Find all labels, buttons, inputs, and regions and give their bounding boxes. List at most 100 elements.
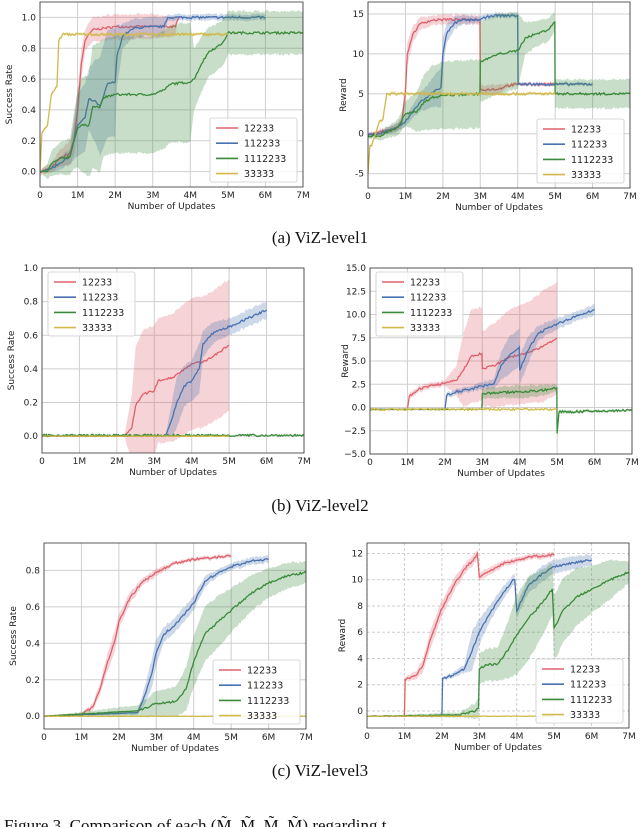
x-axis-label: Number of Updates [131, 744, 219, 754]
band-1112233 [44, 560, 306, 718]
y-tick-label: 5 [358, 90, 364, 100]
series-line-33333 [368, 91, 556, 174]
x-tick-label: 3M [473, 732, 487, 742]
x-tick-label: 1M [75, 733, 89, 743]
y-tick-label: 5.0 [352, 357, 367, 367]
y-tick-label: 7.5 [352, 334, 366, 344]
chart-b1: 0 1M 2M 3M 4M 5M 6M 7M 0.0 0.2 0.4 0.6 0.8 1.0 Number … [7, 264, 311, 478]
legend-label: 12233 [570, 665, 600, 676]
x-tick-label: 5M [224, 733, 238, 743]
band-12233 [367, 549, 555, 717]
band-12233 [370, 281, 558, 411]
x-tick-label: 5M [548, 192, 562, 202]
axes-frame [41, 267, 305, 454]
x-tick-label: 6M [259, 191, 273, 201]
x-tick-label: 3M [146, 191, 160, 201]
series-line-33333 [42, 435, 230, 438]
band-1112233 [368, 11, 630, 141]
x-tick-label: 7M [296, 191, 310, 201]
chart-a1: 0 1M 2M 3M 4M 5M 6M 7M 0.0 0.2 0.4 0.6 0.8 1.0 Number … [5, 1, 310, 212]
x-tick-label: 2M [438, 458, 452, 468]
series-line-112233 [368, 13, 593, 137]
legend-box [212, 659, 301, 725]
legend-label: 33333 [410, 323, 440, 334]
legend: 12233 112233 1112233 33333 [536, 118, 625, 184]
x-tick-label: 7M [623, 192, 637, 202]
x-tick-label: 4M [510, 732, 524, 742]
y-tick-label: 10.0 [346, 311, 366, 321]
legend-label: 33333 [244, 169, 274, 180]
y-axis-label: Success Rate [7, 330, 17, 390]
axes-frame [369, 267, 633, 455]
x-tick-label: 4M [187, 733, 201, 743]
band-12233 [42, 279, 230, 453]
y-tick-label: 0.0 [24, 432, 39, 442]
legend-label: 1112233 [244, 154, 286, 165]
y-tick-label: 0.4 [24, 365, 39, 375]
legend-label: 112233 [82, 293, 118, 304]
x-tick-label: 4M [513, 458, 527, 468]
legend: 12233 112233 1112233 33333 [212, 659, 301, 725]
x-tick-label: 2M [435, 732, 449, 742]
series-line-1112233 [44, 571, 306, 717]
y-tick-label: 15 [353, 10, 364, 20]
series-line-1112233 [368, 20, 630, 138]
x-tick-label: 4M [185, 457, 199, 467]
caption-c: (c) ViZ-level3 [272, 761, 368, 780]
legend-label: 1112233 [570, 695, 612, 706]
x-axis-label: Number of Updates [454, 743, 542, 753]
x-tick-label: 7M [622, 732, 636, 742]
x-tick-label: 2M [108, 191, 122, 201]
x-tick-label: 4M [511, 192, 525, 202]
y-tick-label: 0.4 [22, 106, 37, 116]
series-line-33333 [40, 32, 229, 172]
x-tick-label: 1M [399, 192, 413, 202]
y-tick-label: -5 [355, 170, 364, 180]
y-axis-label: Success Rate [9, 606, 19, 666]
legend-label: 12233 [571, 125, 601, 136]
y-tick-label: 0.4 [26, 639, 41, 649]
legend-box [47, 271, 136, 337]
legend-box [209, 117, 298, 183]
x-tick-label: 7M [625, 458, 639, 468]
x-tick-label: 3M [476, 458, 490, 468]
x-tick-label: 3M [474, 192, 488, 202]
x-tick-label: 6M [586, 192, 600, 202]
x-tick-label: 2M [436, 192, 450, 202]
x-tick-label: 0 [39, 457, 45, 467]
x-tick-label: 1M [71, 191, 85, 201]
x-tick-label: 3M [150, 733, 164, 743]
legend-label: 1112233 [410, 308, 452, 319]
y-tick-label: 1.0 [22, 13, 37, 23]
x-tick-label: 1M [401, 458, 415, 468]
legend-label: 12233 [410, 278, 440, 289]
x-tick-label: 0 [37, 191, 43, 201]
caption-b: (b) ViZ-level2 [271, 496, 368, 515]
band-1112233 [367, 559, 629, 720]
chart-b2: 0 1M 2M 3M 4M 5M 6M 7M −5.0 −2.5 0.0 2.5 5.0 7.5 10.0 1… [341, 264, 639, 479]
axes-frame [43, 542, 307, 730]
x-tick-label: 6M [588, 458, 602, 468]
band-1112233 [370, 383, 632, 434]
y-axis-label: Reward [341, 344, 351, 378]
y-tick-label: 0.8 [24, 298, 39, 308]
legend: 12233 112233 1112233 33333 [375, 271, 464, 337]
caption-a: (a) ViZ-level1 [272, 228, 368, 247]
legend-label: 112233 [244, 139, 280, 150]
y-tick-label: 15.0 [346, 264, 366, 274]
x-tick-label: 1M [398, 732, 412, 742]
legend-label: 1112233 [82, 308, 124, 319]
x-tick-label: 7M [297, 457, 311, 467]
x-tick-label: 0 [365, 192, 371, 202]
legend-label: 33333 [247, 711, 277, 722]
band-112233 [370, 304, 595, 411]
y-tick-label: −2.5 [344, 427, 366, 437]
x-tick-label: 7M [299, 733, 313, 743]
band-12233 [44, 553, 232, 717]
y-tick-label: 0.8 [22, 44, 37, 54]
series-line-1112233 [367, 571, 629, 717]
legend-label: 33333 [571, 170, 601, 181]
legend-box [535, 658, 624, 724]
legend-label: 12233 [82, 278, 112, 289]
